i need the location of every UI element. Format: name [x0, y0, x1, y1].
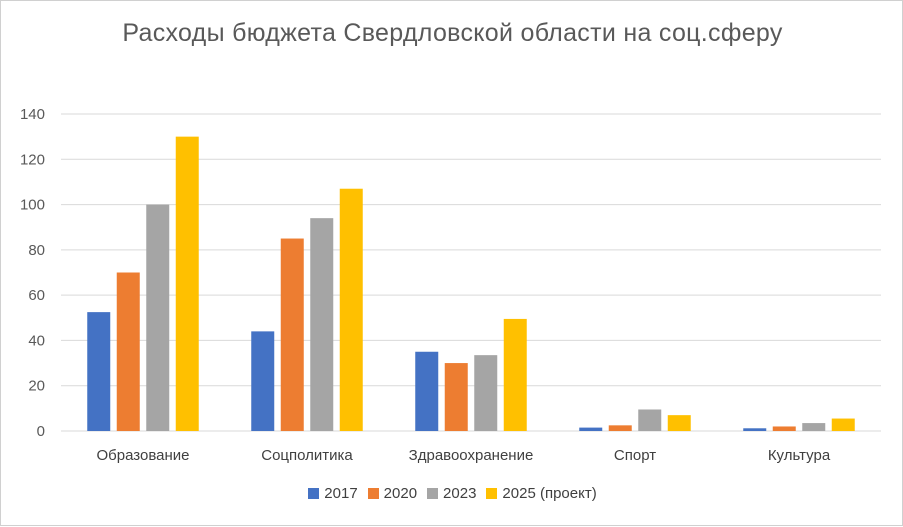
bar-2020-1	[280, 238, 304, 431]
bar-2025-2	[503, 318, 527, 431]
y-tick-label: 0	[37, 423, 45, 440]
legend-item: 2023	[427, 485, 476, 502]
chart-legend: 2017 2020 2023 2025 (проект)	[1, 485, 903, 502]
bar-2025-1	[339, 188, 363, 431]
legend-label: 2020	[383, 485, 418, 502]
legend-swatch	[308, 488, 320, 499]
y-tick-label: 140	[20, 106, 45, 123]
bar-2020-4	[772, 426, 796, 431]
bar-2025-0	[175, 136, 199, 431]
legend-item: 2020	[367, 485, 418, 502]
bar-2023-0	[146, 204, 170, 431]
category-label: Культура	[768, 447, 831, 464]
bar-2023-4	[802, 423, 826, 431]
legend-item: 2017	[308, 485, 358, 502]
legend-label: 2025 (проект)	[502, 485, 597, 502]
y-tick-label: 40	[28, 332, 45, 349]
bar-2023-3	[638, 409, 662, 431]
legend-label: 2017	[324, 485, 358, 502]
bar-2017-2	[415, 351, 439, 431]
y-tick-label: 80	[28, 242, 45, 259]
bar-2017-3	[579, 427, 603, 431]
y-tick-label: 120	[20, 151, 45, 168]
legend-swatch	[427, 488, 439, 499]
legend-swatch	[486, 488, 498, 499]
category-label: Здравоохранение	[409, 447, 534, 464]
bar-2025-4	[831, 418, 855, 431]
y-tick-label: 60	[28, 287, 45, 304]
y-tick-label: 20	[28, 378, 45, 395]
legend-item: 2025 (проект)	[486, 485, 597, 502]
category-label: Спорт	[614, 447, 656, 464]
bar-2017-0	[87, 312, 111, 431]
legend-swatch	[367, 488, 379, 499]
bar-2020-3	[608, 425, 632, 431]
bar-2023-2	[474, 355, 498, 431]
bar-2020-0	[116, 272, 140, 431]
legend-label: 2023	[443, 485, 477, 502]
bar-2020-2	[444, 363, 468, 431]
category-label: Соцполитика	[261, 447, 353, 464]
y-tick-label: 100	[20, 197, 45, 214]
bar-2023-1	[310, 218, 334, 431]
category-label: Образование	[97, 447, 190, 464]
bar-2017-4	[743, 428, 767, 431]
bar-2025-3	[667, 415, 691, 431]
chart-title: Расходы бюджета Свердловской области на …	[122, 19, 783, 47]
bar-2017-1	[251, 331, 275, 431]
